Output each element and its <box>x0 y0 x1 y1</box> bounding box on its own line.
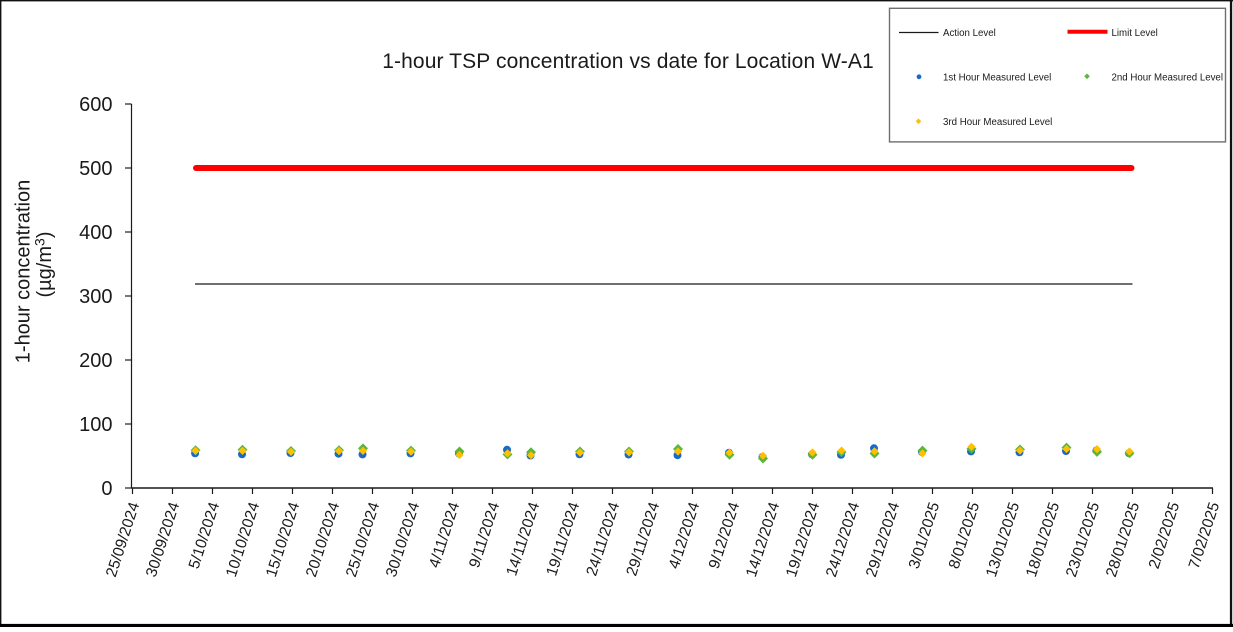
svg-text:300: 300 <box>79 286 112 308</box>
svg-text:400: 400 <box>79 222 112 244</box>
svg-text:Action Level: Action Level <box>943 28 996 39</box>
svg-text:1-hour concentration: 1-hour concentration <box>13 180 35 363</box>
svg-text:0: 0 <box>101 478 112 500</box>
svg-text:100: 100 <box>79 414 112 436</box>
svg-text:1st Hour Measured Level: 1st Hour Measured Level <box>943 73 1051 84</box>
svg-text:200: 200 <box>79 350 112 372</box>
svg-text:3rd Hour Measured Level: 3rd Hour Measured Level <box>943 117 1052 128</box>
svg-text:2nd Hour Measured Level: 2nd Hour Measured Level <box>1112 73 1223 84</box>
svg-text:Limit Level: Limit Level <box>1112 28 1158 39</box>
svg-text:1-hour TSP concentration vs da: 1-hour TSP concentration vs date for Loc… <box>382 50 874 73</box>
svg-text:500: 500 <box>79 158 112 180</box>
svg-text:600: 600 <box>79 94 112 116</box>
